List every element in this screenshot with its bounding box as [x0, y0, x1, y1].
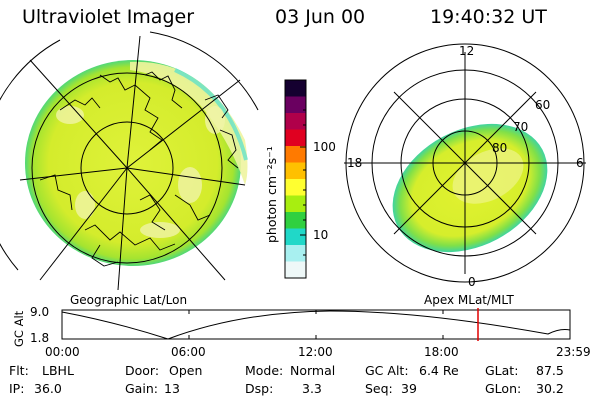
status-gain-label: Gain: — [125, 381, 158, 396]
colorbar-cell — [285, 80, 306, 98]
colorbar-cell — [285, 113, 306, 131]
orbit-xtick-2359: 23:59 — [556, 345, 591, 359]
mlt-lat-80: 80 — [492, 141, 508, 155]
orbit-ytick-min: 1.8 — [30, 331, 50, 345]
mlt-hour-6: 6 — [576, 156, 584, 170]
orbit-xtick-0600: 06:00 — [171, 345, 206, 359]
status-dsp-label: Dsp: — [245, 381, 274, 396]
orbit-x-ticks — [188, 310, 444, 339]
status-mode-label: Mode: — [245, 363, 284, 378]
colorbar-tick-100: 100 — [313, 140, 336, 154]
mlt-panel-label: Apex MLat/MLT — [424, 293, 514, 307]
status-glat-value: 87.5 — [536, 363, 564, 378]
mlt-hour-12: 12 — [459, 44, 475, 58]
colorbar-cell — [285, 261, 306, 279]
status-gcalt-label: GC Alt: — [365, 363, 409, 378]
status-flt-value: LBHL — [42, 363, 74, 378]
status-glat-label: GLat: — [485, 363, 519, 378]
mlt-hour-18: 18 — [347, 156, 363, 170]
instrument-title: Ultraviolet Imager — [22, 6, 195, 28]
observation-time: 19:40:32 UT — [430, 6, 547, 28]
status-glon-label: GLon: — [485, 381, 522, 396]
geo-coastlines — [39, 71, 239, 267]
status-ip-value: 36.0 — [34, 381, 62, 396]
colorbar-cell — [285, 245, 306, 263]
mlt-lat-70: 70 — [513, 120, 529, 134]
status-door-value: Open — [169, 363, 203, 378]
geo-lat-circle-outer — [31, 72, 223, 264]
colorbar-cell — [285, 228, 306, 246]
colorbar-cell — [285, 129, 306, 147]
colorbar-cell — [285, 162, 306, 180]
colorbar-cell — [285, 146, 306, 164]
orbit-xtick-1200: 12:00 — [298, 345, 333, 359]
status-ip-label: IP: — [9, 381, 25, 396]
mlt-panel — [344, 43, 586, 283]
status-seq-value: 39 — [401, 381, 417, 396]
geo-lat-circle-inner — [80, 121, 174, 215]
status-glon-value: 30.2 — [536, 381, 564, 396]
status-dsp-value: 3.3 — [302, 381, 322, 396]
colorbar-cell — [285, 212, 306, 230]
colorbar-cell — [285, 96, 306, 114]
colorbar-cell — [285, 179, 306, 197]
colorbar-tick-10: 10 — [313, 228, 329, 242]
orbit-plot — [61, 308, 571, 341]
status-gain-value: 13 — [164, 381, 180, 396]
colorbar-frame — [284, 79, 307, 279]
status-seq-label: Seq: — [365, 381, 393, 396]
orbit-axis-label: GC Alt — [12, 310, 26, 347]
orbit-altitude-curve — [61, 310, 571, 340]
status-mode-value: Normal — [290, 363, 336, 378]
geo-lat-arc-left — [0, 39, 61, 271]
colorbar-cell — [285, 195, 306, 213]
geo-panel-label: Geographic Lat/Lon — [70, 293, 188, 307]
orbit-ytick-max: 9.0 — [30, 305, 50, 319]
mlt-hour-0: 0 — [468, 275, 476, 289]
status-flt-label: Flt: — [9, 363, 29, 378]
colorbar — [284, 79, 307, 279]
orbit-plot-frame — [61, 309, 571, 340]
orbit-xtick-0000: 00:00 — [45, 345, 80, 359]
geographic-panel — [0, 31, 259, 291]
status-gcalt-value: 6.4 Re — [419, 363, 459, 378]
observation-date: 03 Jun 00 — [275, 6, 366, 28]
status-door-label: Door: — [125, 363, 160, 378]
mlt-hour-lines — [344, 52, 586, 274]
orbit-xtick-1800: 18:00 — [424, 345, 459, 359]
colorbar-unit-label: photon cm⁻²s⁻¹ — [264, 146, 279, 243]
geo-meridians — [19, 35, 246, 291]
geo-lat-arc-top — [149, 31, 259, 111]
mlt-lat-60: 60 — [535, 98, 551, 112]
